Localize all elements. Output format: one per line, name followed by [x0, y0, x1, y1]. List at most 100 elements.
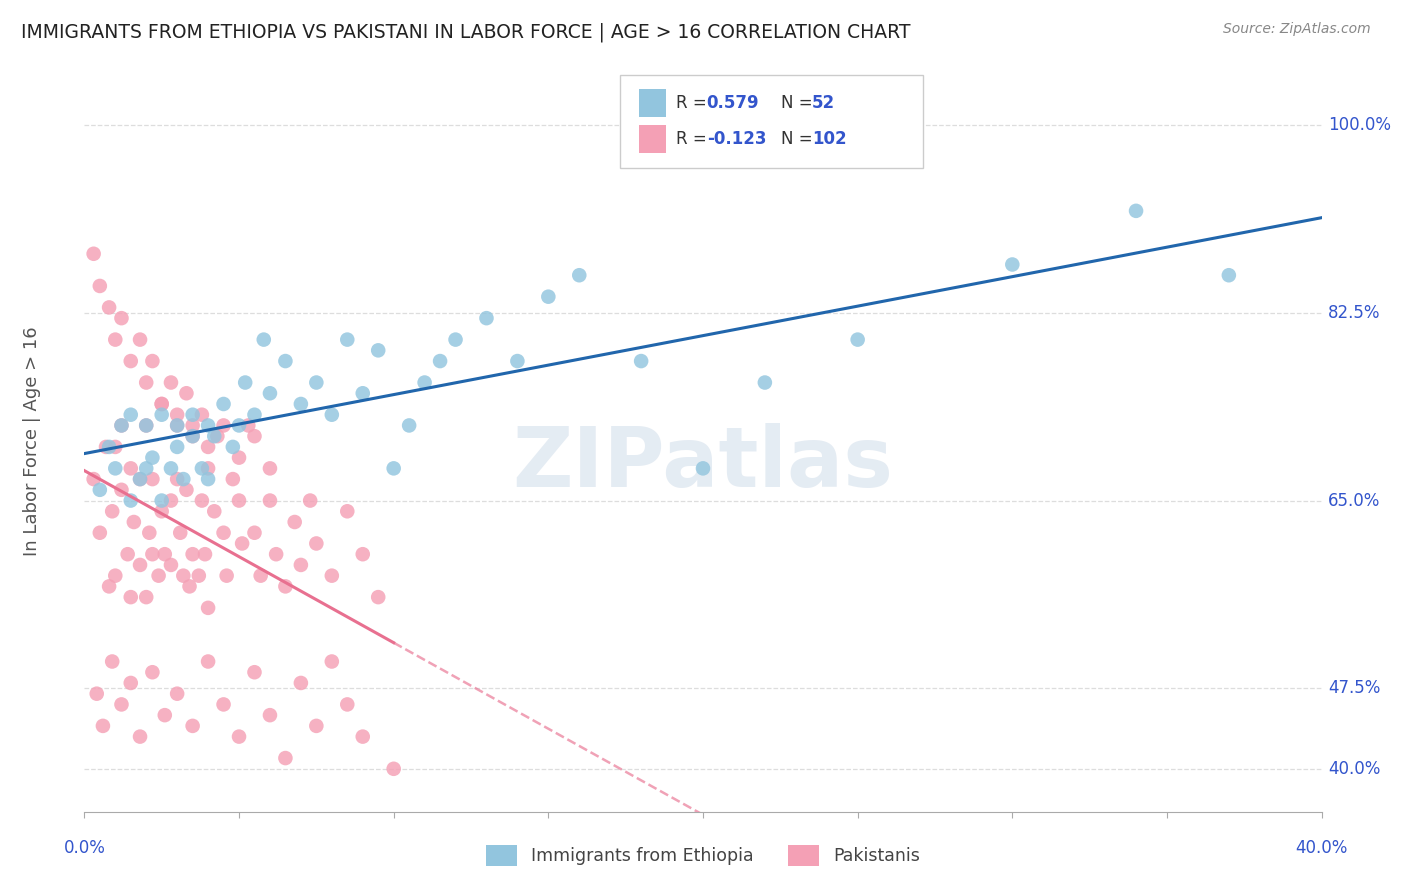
- Text: IMMIGRANTS FROM ETHIOPIA VS PAKISTANI IN LABOR FORCE | AGE > 16 CORRELATION CHAR: IMMIGRANTS FROM ETHIOPIA VS PAKISTANI IN…: [21, 22, 911, 42]
- Point: [176, 483, 198, 497]
- Point: [274, 354, 297, 368]
- Point: [259, 493, 281, 508]
- Point: [91, 719, 114, 733]
- Point: [336, 698, 359, 712]
- Point: [150, 397, 173, 411]
- Point: [290, 558, 312, 572]
- Point: [110, 483, 132, 497]
- Point: [212, 397, 235, 411]
- Point: [135, 418, 157, 433]
- Point: [238, 418, 260, 433]
- Point: [166, 472, 188, 486]
- Point: [274, 751, 297, 765]
- Point: [1001, 258, 1024, 272]
- Point: [181, 719, 204, 733]
- Point: [197, 440, 219, 454]
- Point: [172, 568, 194, 582]
- Point: [120, 461, 142, 475]
- Point: [166, 408, 188, 422]
- Point: [352, 547, 374, 561]
- Point: [692, 461, 714, 475]
- Point: [352, 730, 374, 744]
- Point: [537, 290, 560, 304]
- Text: ZIPatlas: ZIPatlas: [513, 423, 893, 504]
- Point: [382, 762, 405, 776]
- Point: [120, 493, 142, 508]
- Point: [181, 408, 204, 422]
- Point: [117, 547, 139, 561]
- Point: [215, 568, 238, 582]
- Point: [305, 376, 328, 390]
- Point: [135, 590, 157, 604]
- Text: R =: R =: [676, 129, 711, 148]
- Point: [233, 376, 256, 390]
- Text: R =: R =: [676, 95, 711, 112]
- Point: [367, 343, 389, 358]
- Point: [630, 354, 652, 368]
- Text: 40.0%: 40.0%: [1295, 838, 1348, 856]
- Point: [104, 333, 127, 347]
- Point: [231, 536, 253, 550]
- Bar: [638, 125, 666, 153]
- Point: [1125, 203, 1147, 218]
- Point: [129, 472, 152, 486]
- Point: [181, 429, 204, 443]
- Point: [321, 568, 343, 582]
- Text: Source: ZipAtlas.com: Source: ZipAtlas.com: [1223, 22, 1371, 37]
- Point: [98, 301, 121, 315]
- Point: [259, 386, 281, 401]
- Point: [169, 525, 191, 540]
- Point: [202, 429, 225, 443]
- Point: [321, 655, 343, 669]
- Point: [305, 536, 328, 550]
- Point: [181, 547, 204, 561]
- Point: [160, 461, 183, 475]
- Point: [101, 655, 124, 669]
- Point: [568, 268, 591, 283]
- Text: 65.0%: 65.0%: [1327, 491, 1381, 509]
- Point: [135, 418, 157, 433]
- Point: [197, 655, 219, 669]
- Point: [202, 504, 225, 518]
- Point: [94, 440, 117, 454]
- Text: 100.0%: 100.0%: [1327, 116, 1391, 134]
- Point: [104, 440, 127, 454]
- Point: [150, 493, 173, 508]
- Point: [444, 333, 467, 347]
- Point: [187, 568, 209, 582]
- Point: [191, 493, 214, 508]
- Point: [207, 429, 229, 443]
- Point: [284, 515, 307, 529]
- Point: [83, 246, 105, 260]
- Point: [243, 429, 266, 443]
- Point: [86, 687, 108, 701]
- Point: [129, 333, 152, 347]
- Point: [110, 418, 132, 433]
- Point: [98, 440, 121, 454]
- Point: [141, 354, 163, 368]
- Text: 47.5%: 47.5%: [1327, 680, 1381, 698]
- Point: [1218, 268, 1240, 283]
- Point: [89, 525, 111, 540]
- Point: [754, 376, 776, 390]
- Point: [212, 698, 235, 712]
- Point: [228, 450, 250, 465]
- Point: [153, 547, 176, 561]
- Point: [336, 504, 359, 518]
- Text: 82.5%: 82.5%: [1327, 304, 1381, 322]
- Point: [475, 311, 498, 326]
- Point: [98, 579, 121, 593]
- Point: [274, 579, 297, 593]
- Point: [249, 568, 271, 582]
- Point: [110, 311, 132, 326]
- Point: [104, 568, 127, 582]
- Point: [197, 600, 219, 615]
- Point: [212, 418, 235, 433]
- Point: [259, 708, 281, 723]
- Point: [228, 730, 250, 744]
- Point: [413, 376, 436, 390]
- Point: [191, 408, 214, 422]
- Point: [212, 525, 235, 540]
- Point: [110, 698, 132, 712]
- Point: [197, 461, 219, 475]
